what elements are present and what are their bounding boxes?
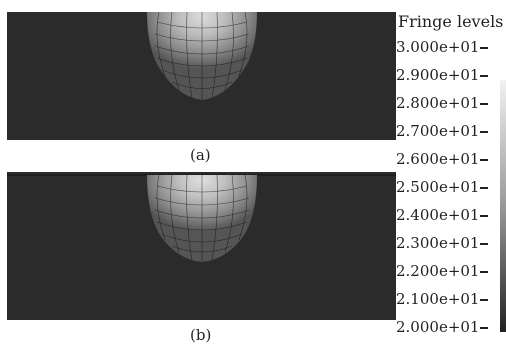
panel-b-mesh-lines <box>154 174 250 262</box>
legend-level-value: 2.100e+01 <box>396 290 480 308</box>
legend-tick <box>480 271 489 273</box>
legend-tick <box>480 215 489 217</box>
legend-level-label: 2.200e+01 <box>396 262 489 280</box>
legend-level-value: 2.400e+01 <box>396 206 480 224</box>
panel-a-contour-plot <box>7 12 396 140</box>
panel-b-caption: (b) <box>190 326 212 344</box>
legend-level-value: 2.000e+01 <box>396 318 480 336</box>
legend-level-value: 2.900e+01 <box>396 66 480 84</box>
legend-level-label: 2.700e+01 <box>396 122 489 140</box>
legend-tick <box>480 103 489 105</box>
legend-tick <box>480 159 489 161</box>
legend-color-bar <box>500 80 506 332</box>
panel-a-mesh <box>7 12 396 140</box>
legend-tick <box>480 327 489 329</box>
legend-tick <box>480 299 489 301</box>
legend-level-label: 2.800e+01 <box>396 94 489 112</box>
legend-level-label: 2.300e+01 <box>396 234 489 252</box>
panel-b-mesh <box>7 172 396 320</box>
legend-level-value: 2.200e+01 <box>396 262 480 280</box>
legend-level-label: 2.500e+01 <box>396 178 489 196</box>
legend-tick <box>480 131 489 133</box>
legend-tick <box>480 75 489 77</box>
panel-a-mesh-lines <box>154 12 250 100</box>
legend-level-label: 2.600e+01 <box>396 150 489 168</box>
legend-level-value: 2.500e+01 <box>396 178 480 196</box>
legend-level-value: 2.800e+01 <box>396 94 480 112</box>
legend-level-value: 2.700e+01 <box>396 122 480 140</box>
panel-a-caption: (a) <box>190 146 211 164</box>
legend-level-label: 2.100e+01 <box>396 290 489 308</box>
legend-tick <box>480 187 489 189</box>
legend-level-value: 3.000e+01 <box>396 38 480 56</box>
legend-level-label: 2.400e+01 <box>396 206 489 224</box>
legend-level-value: 2.300e+01 <box>396 234 480 252</box>
legend-tick <box>480 243 489 245</box>
legend-tick <box>480 47 489 49</box>
legend-level-label: 2.000e+01 <box>396 318 489 336</box>
legend-title: Fringe levels <box>398 12 504 31</box>
panel-b-contour-plot <box>7 172 396 320</box>
legend-level-label: 2.900e+01 <box>396 66 489 84</box>
legend-level-value: 2.600e+01 <box>396 150 480 168</box>
legend-level-label: 3.000e+01 <box>396 38 489 56</box>
